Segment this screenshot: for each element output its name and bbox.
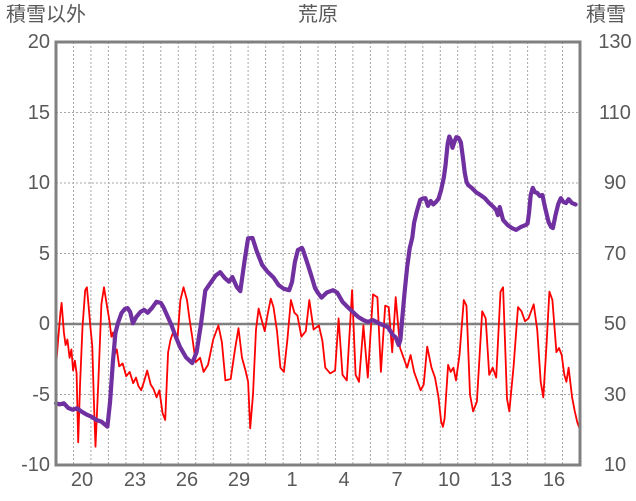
x-tick-label: 4: [338, 469, 350, 491]
red-line-left-axis: [55, 286, 581, 448]
right-y-tick-label: 110: [599, 102, 631, 124]
right-y-tick-label: 30: [603, 384, 627, 406]
right-y-tick-label: 70: [603, 243, 627, 265]
x-tick-label: 23: [123, 469, 147, 491]
left-y-tick-label: 10: [27, 172, 50, 194]
x-tick-label: 13: [489, 469, 513, 491]
x-tick-label: 16: [542, 469, 566, 491]
left-y-tick-label: -5: [32, 384, 50, 406]
left-y-tick-label: 15: [27, 102, 50, 124]
right-axis-title: 積雪: [586, 4, 626, 26]
left-y-tick-label: 20: [27, 31, 50, 53]
left-y-tick-label: 5: [38, 243, 50, 265]
right-y-tick-label: 130: [598, 31, 632, 53]
left-y-tick-label: -10: [21, 454, 50, 476]
x-tick-label: 20: [70, 469, 94, 491]
x-tick-label: 10: [437, 469, 461, 491]
right-y-tick-label: 10: [603, 454, 627, 476]
x-tick-label: 1: [286, 469, 298, 491]
x-tick-label: 26: [175, 469, 199, 491]
x-tick-label: 29: [227, 469, 251, 491]
right-y-tick-label: 90: [603, 172, 627, 194]
chart-title: 荒原: [298, 4, 338, 26]
purple-line-right-axis: [53, 134, 578, 429]
right-y-tick-label: 50: [603, 313, 627, 335]
left-axis-title: 積雪以外: [6, 4, 86, 26]
plot-border: [54, 40, 582, 467]
left-y-tick-label: 0: [38, 313, 50, 335]
x-tick-label: 7: [391, 469, 403, 491]
